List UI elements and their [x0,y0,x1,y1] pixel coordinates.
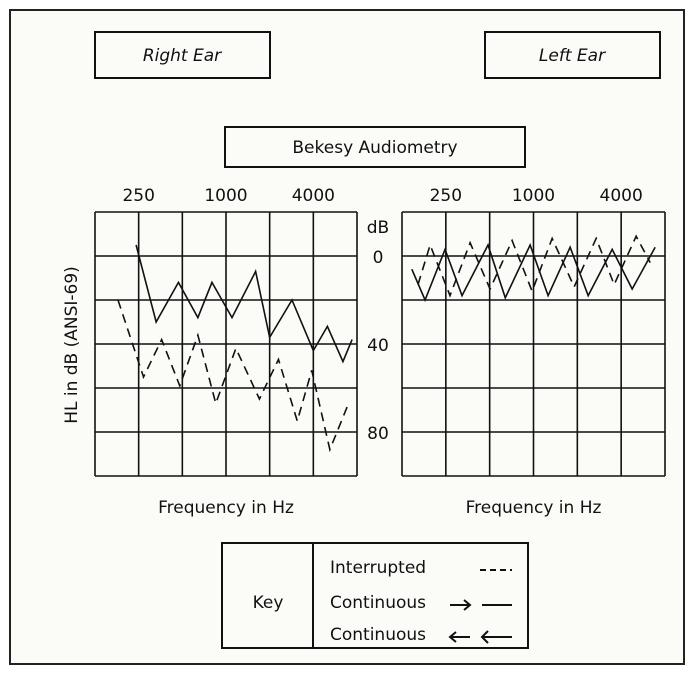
panel-title: Left Ear [539,46,606,66]
x-tick-label: 4000 [292,186,335,206]
y-tick-label: 80 [367,424,389,444]
left-ear-box [484,31,661,79]
key-symbol-right-arrow [450,599,512,611]
frame [9,9,685,665]
trace-solid [411,242,656,303]
trace-solid [135,244,353,364]
x-tick-label: 4000 [600,186,643,206]
panel-title: Right Ear [143,46,222,66]
x-tick-label: 1000 [512,186,555,206]
y-axis-label: HL in dB (ANSI-69) [62,266,82,424]
key-entry: Interrupted [330,558,426,578]
x-tick-label: 250 [430,186,462,206]
key-symbol-left-arrow [448,630,512,644]
trace-dashed [117,299,349,453]
key-box [221,542,529,649]
trace-dashed [417,234,651,298]
y-tick-label: 40 [367,336,389,356]
figure-title: Bekesy Audiometry [292,138,457,158]
key-entry: Continuous [330,593,426,613]
x-tick-label: 1000 [204,186,247,206]
y-unit: dB [367,218,389,238]
key-entry: Continuous [330,625,426,645]
x-axis-label: Frequency in Hz [466,498,602,518]
right-ear-box [94,31,271,79]
key-title: Key [253,593,284,613]
title-box [224,126,526,168]
y-tick-label: 0 [373,248,384,268]
x-tick-label: 250 [122,186,154,206]
x-axis-label: Frequency in Hz [158,498,294,518]
